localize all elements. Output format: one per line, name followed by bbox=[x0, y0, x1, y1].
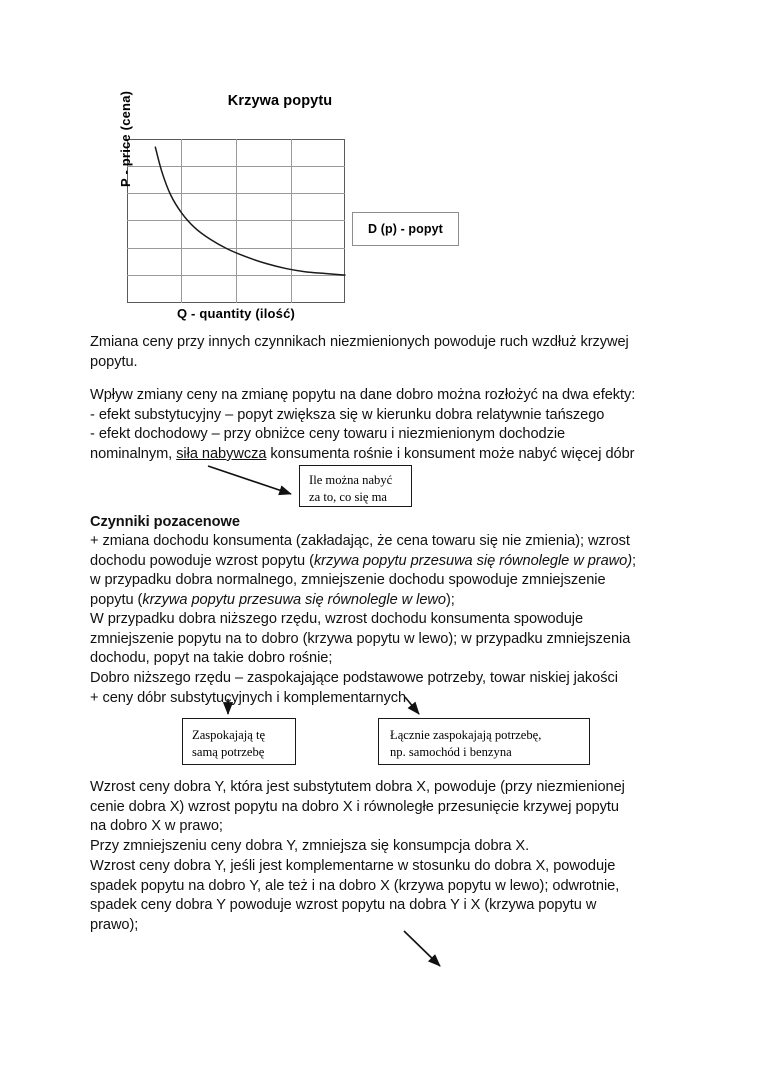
chart-y-axis-label: P - price (cena) bbox=[118, 90, 133, 187]
text-line: - efekt substytucyjny – popyt zwiększa s… bbox=[90, 406, 605, 423]
demand-curve-line bbox=[154, 146, 346, 276]
paragraph-income-change: + zmiana dochodu konsumenta (zakładając,… bbox=[90, 532, 700, 610]
text-line: + zmiana dochodu konsumenta (zakładając,… bbox=[90, 533, 630, 549]
text-line: prawo); bbox=[90, 916, 139, 933]
paragraph-inferior-good: W przypadku dobra niższego rzędu, wzrost… bbox=[90, 610, 705, 688]
text-line: W przypadku dobra niższego rzędu, wzrost… bbox=[90, 611, 584, 627]
text-line: dochodu powoduje wzrost popytu (krzywa p… bbox=[90, 553, 636, 569]
text-line: na dobro X w prawo; bbox=[90, 818, 223, 835]
paragraph-price-change: Zmiana ceny przy innych czynnikach niezm… bbox=[90, 333, 680, 372]
text-italic-shift-left: krzywa popytu przesuwa się równolegle w … bbox=[142, 591, 446, 608]
text-fragment: ; bbox=[632, 552, 637, 569]
callout-line: za to, co się ma bbox=[309, 489, 387, 504]
callout-line: np. samochód i benzyna bbox=[390, 744, 512, 759]
gridline-vertical bbox=[236, 139, 237, 303]
text-line: spadek ceny dobra Y powoduje wzrost popy… bbox=[90, 897, 597, 914]
text-underlined-purchasing-power: siła nabywcza bbox=[176, 445, 267, 462]
text-line: Wpływ zmiany ceny na zmianę popytu na da… bbox=[90, 387, 636, 403]
text-fragment: ); bbox=[445, 591, 455, 608]
text-line: Zmiana ceny przy innych czynnikach niezm… bbox=[90, 334, 629, 350]
text-line: - efekt dochodowy – przy obniżce ceny to… bbox=[90, 426, 566, 443]
text-line: Dobro niższego rzędu – zaspokajające pod… bbox=[90, 669, 618, 686]
callout-line: samą potrzebę bbox=[192, 744, 265, 759]
text-italic-shift-right: krzywa popytu przesuwa się równolegle w … bbox=[313, 552, 633, 569]
chart-x-axis-label: Q - quantity (ilość) bbox=[176, 306, 296, 321]
arrow-bottom-continuation bbox=[403, 930, 441, 967]
paragraph-complementary-goods: Wzrost ceny dobra Y, jeśli jest kompleme… bbox=[90, 857, 705, 935]
text-line: Wzrost ceny dobra Y, która jest substytu… bbox=[90, 779, 625, 795]
gridline-vertical bbox=[181, 139, 182, 303]
text-fragment: konsumenta rośnie i konsument może nabyć… bbox=[266, 445, 635, 462]
text-line: popytu (krzywa popytu przesuwa się równo… bbox=[90, 592, 455, 608]
chart-title: Krzywa popytu bbox=[227, 93, 333, 109]
text-line: + ceny dóbr substytucyjnych i komplement… bbox=[90, 690, 407, 706]
paragraph-substitutes-heading: + ceny dóbr substytucyjnych i komplement… bbox=[90, 689, 690, 709]
callout-line: Łącznie zaspokajają potrzebę, bbox=[390, 728, 542, 742]
heading-nonprice-factors: Czynniki pozacenowe bbox=[90, 514, 240, 530]
paragraph-substitute-goods: Wzrost ceny dobra Y, która jest substytu… bbox=[90, 778, 705, 856]
callout-joint-need: Łącznie zaspokajają potrzebę, np. samoch… bbox=[378, 718, 590, 765]
callout-line: Ile można nabyć bbox=[309, 473, 393, 487]
callout-purchasing-power: Ile można nabyć za to, co się ma bbox=[299, 465, 412, 507]
text-line: nominalnym, siła nabywcza konsumenta roś… bbox=[90, 445, 635, 462]
text-line: popytu. bbox=[90, 353, 138, 370]
text-line: spadek popytu na dobro Y, ale też i na d… bbox=[90, 877, 620, 894]
chart-legend-label: D (p) - popyt bbox=[368, 222, 443, 236]
text-fragment: nominalnym, bbox=[90, 445, 177, 462]
paragraph-effects: Wpływ zmiany ceny na zmianę popytu na da… bbox=[90, 386, 690, 464]
text-line: Wzrost ceny dobra Y, jeśli jest kompleme… bbox=[90, 858, 616, 874]
text-fragment: popytu ( bbox=[90, 591, 143, 608]
callout-line: Zaspokajają tę bbox=[192, 728, 266, 742]
arrow-to-purchasing-power bbox=[207, 465, 292, 496]
gridline-vertical bbox=[291, 139, 292, 303]
chart-legend-box: D (p) - popyt bbox=[352, 212, 459, 246]
text-fragment: dochodu powoduje wzrost popytu ( bbox=[90, 552, 314, 569]
text-line: dochodu, popyt na takie dobro rośnie; bbox=[90, 650, 333, 667]
text-line: Przy zmniejszeniu ceny dobra Y, zmniejsz… bbox=[90, 837, 530, 854]
text-line: zmniejszenie popytu na to dobro (krzywa … bbox=[90, 630, 631, 647]
callout-same-need: Zaspokajają tę samą potrzebę bbox=[182, 718, 296, 765]
text-line: w przypadku dobra normalnego, zmniejszen… bbox=[90, 572, 606, 589]
demand-curve-chart: P - price (cena) Q - quantity (ilość) bbox=[118, 91, 346, 321]
text-line: cenie dobra X) wzrost popytu na dobro X … bbox=[90, 798, 619, 815]
